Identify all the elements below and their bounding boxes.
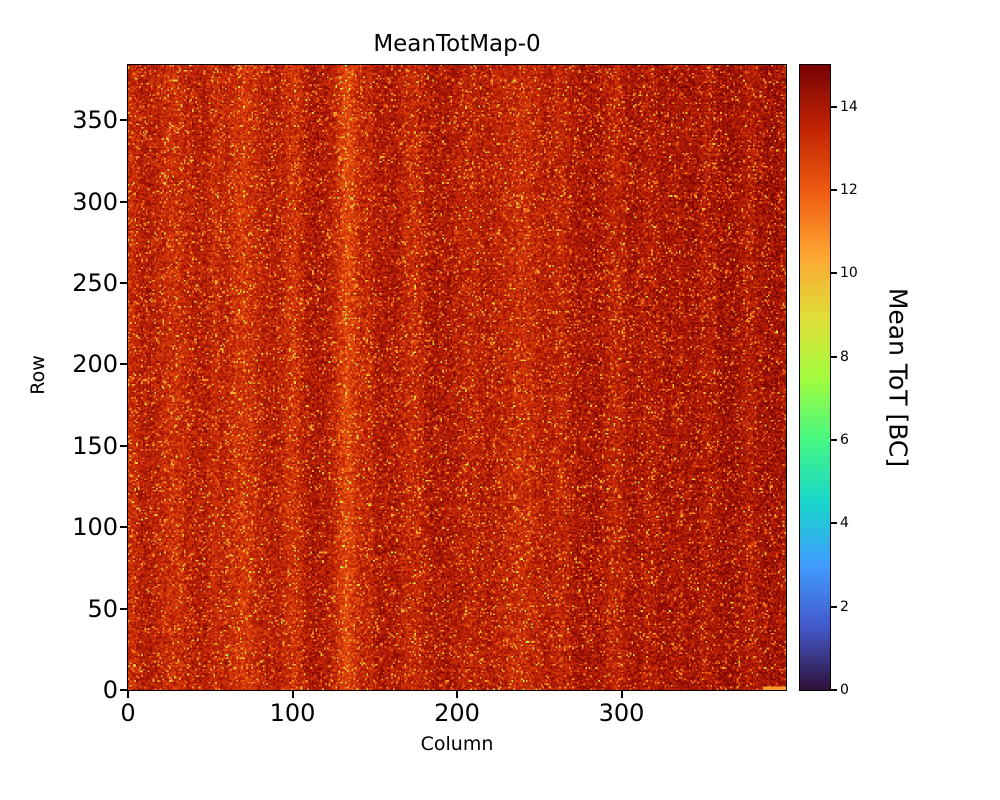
colorbar-tick-label: 10 (840, 265, 858, 282)
colorbar (799, 64, 831, 691)
colorbar-tick-mark (831, 522, 837, 525)
colorbar-tick-mark (831, 355, 837, 358)
y-tick-mark (120, 607, 128, 610)
x-tick-mark (291, 690, 294, 698)
colorbar-tick-label: 4 (840, 515, 849, 532)
colorbar-tick-mark (831, 439, 837, 441)
colorbar-canvas (800, 65, 830, 690)
colorbar-tick-label: 12 (840, 182, 858, 198)
colorbar-tick-label: 6 (840, 432, 849, 448)
y-tick-label: 200 (72, 350, 118, 379)
colorbar-tick-mark (831, 189, 837, 191)
colorbar-tick-label: 2 (840, 598, 849, 615)
y-tick-label: 100 (72, 513, 118, 542)
y-tick-label: 250 (72, 269, 118, 298)
y-tick-label: 0 (102, 676, 118, 704)
colorbar-tick-mark (831, 605, 837, 608)
x-tick-label: 300 (598, 699, 645, 727)
x-tick-label: 0 (120, 699, 136, 727)
colorbar-tick-mark (831, 105, 837, 108)
y-tick-label: 50 (87, 594, 118, 623)
y-tick-label: 350 (72, 106, 118, 135)
plot-area (127, 64, 787, 691)
x-tick-label: 200 (434, 699, 480, 727)
y-tick-mark (120, 200, 128, 203)
colorbar-tick-label: 8 (840, 348, 849, 365)
x-axis-label: Column (420, 733, 494, 755)
y-tick-label: 300 (72, 187, 118, 216)
y-tick-mark (120, 119, 128, 122)
heatmap-canvas (128, 65, 786, 690)
colorbar-label: Mean ToT [BC] (883, 287, 913, 468)
y-tick-label: 150 (72, 431, 118, 460)
y-tick-mark (120, 282, 128, 285)
x-tick-mark (456, 690, 458, 698)
x-tick-mark (620, 690, 623, 698)
colorbar-tick-label: 14 (840, 98, 858, 115)
y-tick-mark (120, 363, 128, 366)
x-tick-label: 100 (269, 699, 316, 727)
y-tick-mark (120, 526, 128, 529)
colorbar-tick-mark (831, 689, 837, 691)
y-tick-mark (120, 689, 128, 691)
x-tick-mark (127, 690, 129, 698)
colorbar-tick-mark (831, 272, 837, 275)
y-tick-mark (120, 444, 128, 447)
colorbar-tick-label: 0 (840, 682, 849, 698)
chart-title: MeanTotMap-0 (373, 31, 541, 57)
